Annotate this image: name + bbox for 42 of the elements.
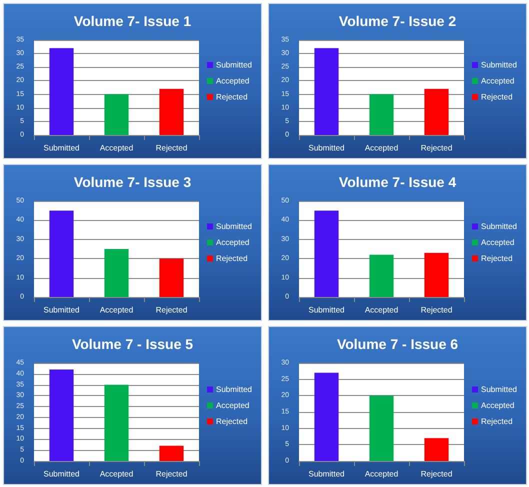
x-tick-label: Accepted <box>364 306 398 314</box>
legend-label: Submitted <box>480 385 518 394</box>
x-tick-label: Submitted <box>308 144 345 152</box>
legend-label: Rejected <box>480 417 513 426</box>
legend-label: Accepted <box>216 401 250 410</box>
chart-title: Volume 7 - Issue 6 <box>336 336 458 352</box>
chart-title: Volume 7- Issue 1 <box>74 13 192 29</box>
legend-label: Submitted <box>216 385 252 394</box>
legend-label: Rejected <box>216 417 248 426</box>
legend-label: Submitted <box>216 60 252 70</box>
x-tick-label: Submitted <box>43 306 80 314</box>
legend-label: Accepted <box>480 401 514 410</box>
x-tick-label: Submitted <box>43 144 80 152</box>
legend-label: Rejected <box>216 92 248 102</box>
x-tick-label: Rejected <box>156 144 188 152</box>
x-tick-label: Rejected <box>420 470 452 478</box>
x-tick-label: Submitted <box>308 306 345 314</box>
legend-label: Rejected <box>216 254 248 263</box>
legend-label: Accepted <box>480 238 514 247</box>
legend-label: Submitted <box>480 60 518 70</box>
x-tick-label: Submitted <box>308 470 345 478</box>
x-tick-label: Rejected <box>156 306 188 314</box>
legend-label: Accepted <box>216 238 250 247</box>
legend-label: Accepted <box>216 76 250 86</box>
x-tick-label: Rejected <box>420 144 452 152</box>
chart-title: Volume 7- Issue 3 <box>74 174 192 190</box>
legend-label: Submitted <box>480 222 518 231</box>
x-tick-label: Rejected <box>156 470 188 478</box>
x-tick-label: Accepted <box>364 470 398 478</box>
chart-title: Volume 7- Issue 4 <box>338 174 456 190</box>
legend-label: Rejected <box>480 92 513 102</box>
legend-label: Submitted <box>216 222 252 231</box>
x-tick-label: Rejected <box>420 306 452 314</box>
legend-label: Accepted <box>480 76 514 86</box>
chart-title: Volume 7- Issue 2 <box>338 13 456 29</box>
x-tick-label: Accepted <box>100 470 134 478</box>
chart-title: Volume 7 - Issue 5 <box>72 336 194 352</box>
x-tick-label: Accepted <box>100 144 134 152</box>
x-tick-label: Submitted <box>43 470 80 478</box>
x-tick-label: Accepted <box>100 306 134 314</box>
x-tick-label: Accepted <box>364 144 398 152</box>
legend-label: Rejected <box>480 254 513 263</box>
